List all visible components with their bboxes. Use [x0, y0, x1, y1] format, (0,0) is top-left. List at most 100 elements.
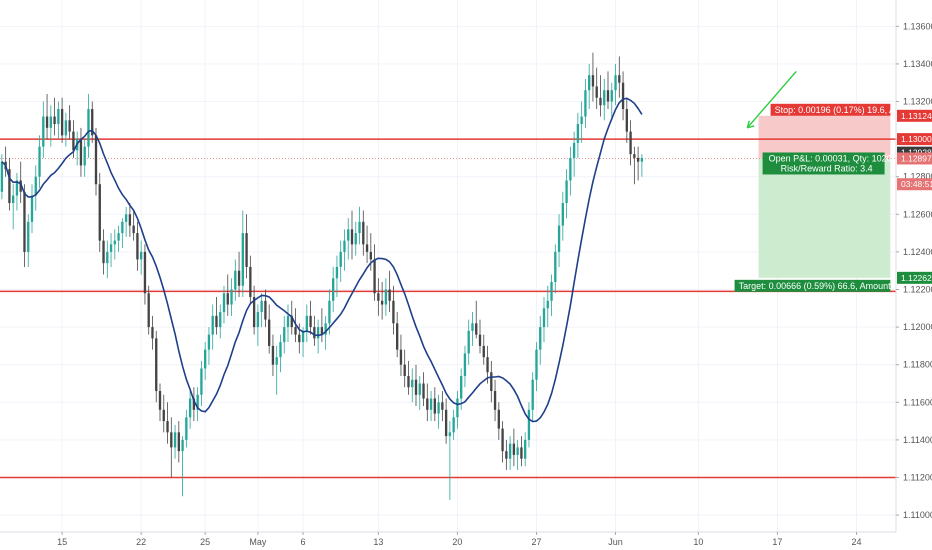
candle-body	[354, 233, 357, 245]
candle-body	[49, 116, 52, 128]
risk-reward-label: Risk/Reward Ratio: 3.4	[781, 163, 873, 173]
candle-body	[633, 154, 636, 158]
candle-body	[565, 180, 568, 204]
candle-body	[91, 109, 94, 136]
candle-body	[117, 233, 120, 241]
stop-label-bg	[770, 103, 891, 116]
x-tick-label: 17	[772, 537, 782, 547]
y-tick-label: 1.12800	[903, 172, 932, 182]
candle-body	[245, 233, 248, 267]
candle-body	[215, 315, 218, 328]
candle-body	[68, 120, 71, 132]
candle-body	[512, 443, 516, 455]
candle-body	[64, 120, 68, 136]
candle-body	[539, 327, 542, 350]
candle-body	[561, 203, 564, 226]
candle-body	[162, 409, 165, 422]
y-tick-label: 1.12600	[903, 209, 932, 219]
candle-body	[219, 312, 222, 328]
candle-body	[527, 409, 531, 440]
candle-body	[629, 131, 632, 155]
candle-body	[475, 323, 478, 335]
candle-body	[173, 432, 177, 448]
candle-body	[467, 330, 470, 354]
candle-body	[380, 300, 384, 305]
candle-body	[588, 75, 591, 91]
target-label: Target: 0.00666 (0.59%) 66.6, Amount: 16	[739, 281, 906, 291]
candle-body	[332, 278, 335, 301]
candle-body	[279, 342, 282, 358]
y-tick-label: 1.12400	[903, 247, 932, 257]
price-label-text: 1.12262	[901, 273, 932, 283]
candle-body	[482, 345, 485, 358]
target-label-bg	[734, 279, 891, 292]
candle-body	[429, 398, 433, 410]
candle-body	[0, 161, 4, 192]
candle-body	[128, 214, 132, 226]
candle-body	[347, 229, 350, 241]
candle-body	[260, 300, 263, 313]
candle-body	[181, 439, 184, 452]
target-zone	[758, 158, 891, 278]
candle-body	[603, 90, 606, 106]
candle-body	[271, 345, 275, 365]
price-label: 1.13000	[897, 133, 932, 146]
candle-body	[414, 379, 418, 395]
price-label: 1.12262	[897, 271, 932, 284]
candle-body	[399, 349, 403, 365]
candle-body	[301, 330, 305, 343]
x-tick-label: May	[249, 537, 267, 547]
candle-body	[422, 383, 425, 399]
candle-body	[298, 334, 301, 343]
price-label-text: 1.13124	[901, 111, 932, 121]
candle-body	[234, 270, 237, 290]
candle-body	[283, 327, 286, 343]
candle-body	[508, 443, 512, 459]
candle-body	[237, 270, 241, 286]
candle-body	[621, 82, 625, 110]
price-label-text: 1.12897	[901, 153, 932, 163]
candle-body	[618, 75, 621, 83]
x-tick-label: 10	[693, 537, 703, 547]
candle-body	[505, 451, 508, 459]
candle-body	[38, 146, 41, 177]
candle-body	[27, 221, 30, 252]
x-tick-label: Jun	[608, 537, 623, 547]
candle-body	[365, 244, 369, 252]
candle-body	[106, 251, 109, 264]
price-label-bg	[897, 109, 932, 122]
candle-body	[377, 293, 380, 301]
x-axis: 15 22 25 May 6 13 20 27 Jun 10 17 24	[0, 531, 896, 547]
candle-body	[396, 323, 399, 350]
arrow-icon-head	[746, 120, 755, 129]
x-tick-label: 20	[452, 537, 462, 547]
candle-body	[241, 233, 244, 286]
candle-body	[625, 109, 628, 132]
candle-body	[463, 353, 467, 376]
candle-body	[614, 75, 617, 91]
candle-body	[151, 327, 154, 339]
candle-body	[524, 439, 527, 459]
candle-body	[490, 372, 493, 392]
candle-body	[636, 157, 640, 162]
price-label-bg	[897, 152, 932, 165]
candle-body	[132, 225, 135, 234]
stop-zone	[758, 115, 891, 159]
candle-body	[140, 251, 143, 260]
price-labels: 1.131241.130001.129281.1289703:48:511.12…	[897, 109, 932, 284]
candle-body	[369, 251, 372, 260]
candle-body	[580, 116, 583, 125]
x-tick-label: 6	[301, 537, 306, 547]
candle-body	[121, 221, 124, 234]
candle-body	[350, 229, 354, 245]
candle-body	[441, 402, 444, 410]
candle-body	[471, 323, 474, 331]
candle-body	[211, 315, 214, 335]
candle-body	[557, 225, 561, 252]
candle-body	[595, 86, 598, 98]
candle-body	[30, 195, 34, 222]
candle-body	[343, 240, 346, 252]
annotations: Stop: 0.00196 (0.17%) 19.6, Amount: 2 Tar…	[734, 70, 930, 292]
candle-body	[60, 109, 64, 136]
candle-body	[109, 244, 113, 252]
